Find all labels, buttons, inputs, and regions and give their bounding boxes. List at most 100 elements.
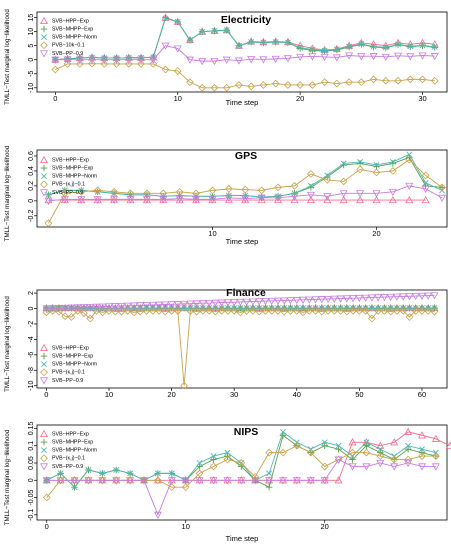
data-point — [167, 477, 176, 485]
data-point — [418, 452, 426, 460]
data-point — [148, 301, 157, 310]
data-point — [284, 39, 291, 46]
legend-label: SVB−HPP−Exp — [52, 18, 89, 24]
x-tick-label: 60 — [418, 390, 426, 399]
data-point — [199, 305, 206, 312]
data-point — [88, 59, 96, 68]
data-point — [386, 307, 395, 316]
data-point — [180, 381, 188, 390]
legend-marker — [40, 438, 48, 446]
data-point — [110, 196, 119, 204]
data-point — [257, 195, 266, 204]
data-point — [260, 39, 267, 46]
data-point — [199, 306, 207, 315]
y-tick-label: -2 — [28, 321, 35, 327]
data-point — [84, 477, 93, 485]
data-point — [296, 53, 305, 62]
data-point — [389, 167, 397, 175]
x-tick-label: 10 — [208, 229, 216, 238]
data-point — [418, 306, 426, 315]
data-point — [98, 308, 107, 317]
data-point — [309, 47, 316, 54]
y-tick-label: -0.2 — [28, 210, 35, 222]
data-point — [210, 83, 219, 92]
data-point — [346, 43, 353, 50]
data-point — [77, 187, 86, 196]
data-point — [307, 182, 314, 189]
series-line — [48, 185, 443, 202]
data-point — [262, 305, 269, 312]
series-line — [55, 17, 435, 61]
data-point — [362, 305, 369, 312]
data-point — [306, 477, 315, 485]
x-tick-label: 0 — [45, 522, 49, 531]
data-point — [208, 196, 217, 204]
data-point — [336, 295, 345, 303]
data-point — [211, 299, 220, 307]
data-point — [60, 196, 69, 204]
legend-label: SVB−MHPP−Norm — [52, 448, 98, 454]
data-point — [280, 297, 289, 305]
data-point — [231, 305, 238, 312]
data-point — [223, 299, 232, 307]
x-tick-label: 20 — [167, 390, 175, 399]
data-point — [368, 314, 376, 323]
y-tick-label: -10 — [28, 83, 35, 93]
x-tick-label: 30 — [418, 94, 426, 103]
data-point — [332, 79, 341, 88]
data-point — [100, 60, 109, 68]
data-point — [111, 307, 120, 316]
data-point — [173, 45, 182, 53]
data-point — [210, 58, 219, 66]
data-point — [432, 452, 440, 460]
data-point — [324, 306, 332, 315]
legend-marker — [40, 352, 48, 360]
data-point — [299, 296, 308, 304]
data-point — [130, 308, 138, 317]
data-point — [271, 79, 280, 88]
data-point — [290, 195, 299, 204]
data-point — [292, 477, 301, 485]
data-point — [286, 297, 295, 305]
data-point — [306, 305, 313, 312]
y-tick-label: 5 — [28, 44, 35, 48]
legend-marker — [40, 180, 48, 189]
chart-title: NIPS — [234, 426, 259, 438]
data-point — [368, 305, 375, 312]
data-point — [124, 56, 133, 64]
x-tick-label: 0 — [44, 390, 48, 399]
data-point — [340, 160, 347, 167]
data-point — [418, 431, 426, 439]
data-point — [105, 303, 113, 311]
data-point — [173, 301, 182, 309]
data-point — [418, 463, 426, 471]
data-point — [381, 305, 388, 312]
data-point — [154, 476, 162, 485]
data-point — [241, 185, 250, 194]
data-point — [195, 469, 204, 478]
data-point — [85, 466, 92, 473]
data-point — [117, 307, 126, 316]
data-point — [388, 188, 397, 196]
data-point — [290, 193, 299, 201]
data-point — [355, 306, 364, 315]
data-point — [330, 295, 339, 303]
data-point — [404, 427, 413, 435]
data-point — [279, 448, 287, 457]
data-point — [187, 37, 193, 44]
data-point — [224, 194, 233, 202]
data-point — [175, 187, 184, 196]
data-point — [93, 186, 102, 195]
data-point — [335, 445, 342, 453]
data-point — [380, 306, 389, 315]
legend-label: SVB−MHPP−Norm — [52, 362, 98, 368]
data-point — [93, 196, 102, 204]
plot-frame — [36, 149, 448, 228]
data-point — [357, 78, 366, 87]
series-4 — [42, 456, 440, 519]
y-tick-label: 0 — [28, 306, 35, 310]
data-point — [168, 470, 175, 477]
data-point — [284, 81, 292, 89]
x-tick-label: 10 — [182, 522, 190, 531]
y-tick-label: 0.4 — [28, 166, 35, 176]
